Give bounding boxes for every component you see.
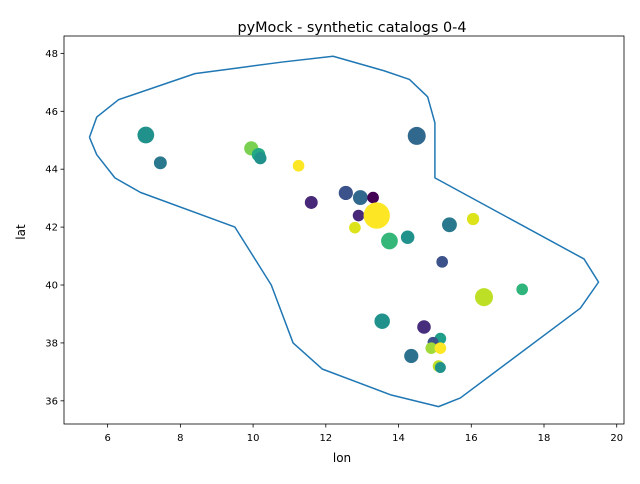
data-point-12 [363, 202, 390, 229]
data-point-17 [466, 212, 480, 226]
x-tick-label-14: 14 [392, 433, 405, 444]
data-point-0 [137, 126, 155, 144]
data-point-14 [381, 232, 398, 250]
x-tick-label-8: 8 [177, 433, 183, 444]
data-point-4 [254, 152, 267, 165]
x-tick-label-20: 20 [610, 433, 623, 444]
data-point-27 [404, 348, 419, 364]
x-tick-label-18: 18 [538, 433, 551, 444]
axes-frame [63, 35, 625, 425]
data-point-18 [436, 256, 448, 268]
data-point-15 [400, 230, 415, 245]
y-tick-label-40: 40 [45, 281, 58, 292]
data-point-6 [407, 126, 426, 145]
data-point-7 [304, 196, 318, 209]
y-axis-label: lat [14, 224, 28, 240]
data-point-5 [292, 159, 305, 172]
y-tick-label-38: 38 [45, 338, 58, 349]
y-tick-label-44: 44 [45, 165, 58, 176]
data-point-8 [338, 185, 353, 201]
data-point-29 [434, 362, 446, 374]
data-point-13 [349, 221, 361, 234]
x-tick-label-6: 6 [104, 433, 110, 444]
y-tick-label-46: 46 [45, 107, 58, 118]
data-point-25 [425, 342, 438, 354]
y-tick-label-42: 42 [45, 223, 58, 234]
chart-title: pyMock - synthetic catalogs 0-4 [237, 20, 466, 36]
data-point-26 [434, 342, 447, 354]
x-tick-label-10: 10 [247, 433, 260, 444]
axes-layer: 6 8 10 12 14 16 18 20 36 38 40 42 44 46 48 [45, 35, 625, 444]
x-axis-label: lon [333, 451, 351, 465]
data-point-20 [516, 283, 528, 296]
data-point-9 [352, 190, 368, 205]
data-point-1 [153, 156, 167, 170]
y-tick-label-48: 48 [45, 49, 58, 60]
data-points-layer [137, 126, 528, 374]
x-tick-label-16: 16 [465, 433, 478, 444]
data-point-22 [417, 320, 431, 334]
x-tick-label-12: 12 [319, 433, 332, 444]
data-point-16 [442, 217, 457, 233]
y-tick-label-36: 36 [45, 396, 58, 407]
data-point-10 [367, 191, 379, 204]
region-outline-layer [88, 55, 600, 408]
data-point-19 [474, 288, 494, 307]
data-point-21 [374, 313, 390, 329]
data-point-11 [352, 209, 365, 222]
region-outline-line [88, 55, 600, 408]
